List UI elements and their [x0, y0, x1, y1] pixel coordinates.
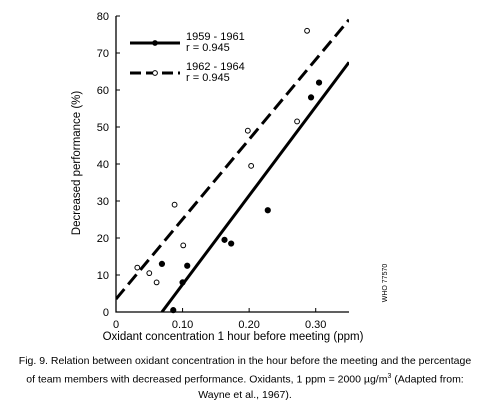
legend-series-name: 1962 - 1964	[186, 61, 245, 73]
x-tick-label: 0	[113, 319, 119, 331]
data-point-series-2	[171, 201, 178, 208]
data-point-series-2	[180, 242, 187, 249]
data-points	[134, 27, 323, 314]
legend-series-name: 1959 - 1961	[186, 31, 245, 43]
legend-series-r: r = 0.945	[186, 72, 230, 84]
data-point-series-1	[264, 207, 271, 214]
data-point-series-1	[221, 236, 228, 243]
figure-id-label: WHO 77570	[382, 264, 389, 303]
tick-labels: 0 10 20 30 40 50 60 70 80 0 0.10 0.20 0.30	[97, 11, 327, 331]
data-point-series-2	[304, 27, 310, 34]
fit-lines	[116, 18, 349, 312]
fit-line-series-2	[116, 18, 349, 301]
caption-line-2: of team members with decreased performan…	[6, 369, 484, 388]
y-tick-label: 70	[97, 48, 109, 60]
data-point-series-1	[179, 279, 186, 286]
data-point-series-2	[294, 118, 300, 125]
data-point-series-1	[315, 79, 323, 86]
caption-superscript: 3	[387, 373, 392, 380]
y-tick-label: 60	[97, 85, 109, 97]
y-tick-label: 10	[97, 270, 109, 282]
x-tick-label: 0.20	[238, 319, 259, 331]
y-tick-label: 0	[103, 307, 109, 319]
data-point-series-2	[134, 264, 141, 271]
data-point-series-1	[228, 240, 235, 247]
caption-line-2-text: of team members with decreased performan…	[26, 373, 388, 386]
plot-axes	[115, 15, 349, 313]
data-point-series-1	[170, 307, 177, 314]
y-axis-label: Decreased performance (%)	[71, 91, 83, 236]
caption-line-3: Wayne et al., 1967).	[198, 388, 292, 401]
legend-series-r: r = 0.945	[186, 42, 230, 54]
data-point-series-2	[248, 162, 255, 169]
y-tick-label: 20	[97, 233, 109, 245]
y-tick-label: 40	[97, 159, 109, 171]
x-axis-label: Oxidant concentration 1 hour before meet…	[103, 331, 364, 343]
fit-line-series-1	[160, 61, 349, 312]
data-point-series-1	[307, 94, 315, 101]
legend-marker-series-2	[152, 70, 158, 76]
x-tick-label: 0.10	[172, 319, 193, 331]
y-tick-label: 80	[97, 11, 109, 23]
data-point-series-2	[146, 270, 153, 277]
y-tick-label: 30	[97, 196, 109, 208]
caption-line-2-end: (Adapted from:	[391, 373, 464, 386]
figure-caption: Fig. 9. Relation between oxidant concent…	[6, 354, 484, 403]
data-point-series-2	[244, 127, 251, 134]
caption-line-1: Fig. 9. Relation between oxidant concent…	[18, 355, 472, 367]
data-point-series-1	[184, 262, 191, 269]
x-tick-label: 0.30	[305, 319, 326, 331]
legend-marker-series-1	[152, 40, 158, 46]
data-point-series-2	[153, 279, 160, 286]
data-point-series-1	[158, 260, 166, 267]
y-tick-label: 50	[97, 122, 109, 134]
